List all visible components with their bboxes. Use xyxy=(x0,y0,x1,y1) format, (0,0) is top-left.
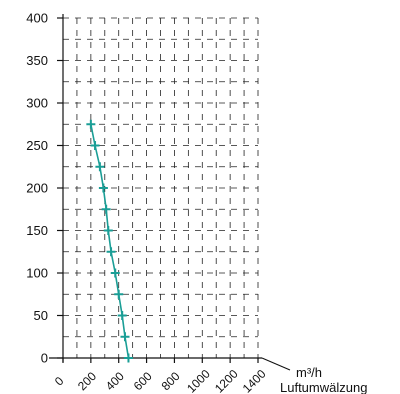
x-axis-unit: m³/h xyxy=(296,365,322,380)
x-tick-label: 600 xyxy=(131,369,155,393)
data-point xyxy=(114,289,124,299)
y-tick-label: 150 xyxy=(26,223,48,238)
data-point xyxy=(123,353,133,363)
y-tick-label: 100 xyxy=(26,266,48,281)
data-point xyxy=(110,268,120,278)
x-tick-label: 1400 xyxy=(240,367,269,394)
data-point xyxy=(98,183,108,193)
y-tick-label: 300 xyxy=(26,96,48,111)
series-layer xyxy=(86,119,133,363)
series-line xyxy=(90,124,130,359)
y-tick-label: 0 xyxy=(41,351,48,366)
data-point xyxy=(90,141,100,150)
x-tick-label: 800 xyxy=(159,369,183,393)
x-axis-label: Luftumwälzung xyxy=(280,380,367,394)
x-tick-label: 200 xyxy=(75,369,99,393)
axes xyxy=(49,14,291,371)
y-tick-label: 50 xyxy=(34,308,48,323)
y-tick-label: 400 xyxy=(26,11,48,26)
y-tick-label: 250 xyxy=(26,138,48,153)
data-point xyxy=(106,247,116,257)
y-tick-label: 350 xyxy=(26,53,48,68)
data-point xyxy=(103,226,113,235)
x-tick-label: 400 xyxy=(103,369,127,393)
x-tick-label: 0 xyxy=(52,374,67,389)
x-tick-label: 1200 xyxy=(212,367,241,394)
x-tick-label: 1000 xyxy=(184,367,213,394)
grid xyxy=(63,17,259,358)
y-tick-label: 200 xyxy=(26,181,48,196)
data-point xyxy=(120,332,130,342)
x-axis-unit-leader xyxy=(261,357,291,371)
data-point xyxy=(117,311,127,320)
data-point xyxy=(101,204,111,214)
data-point xyxy=(86,119,96,129)
data-point xyxy=(95,162,105,172)
